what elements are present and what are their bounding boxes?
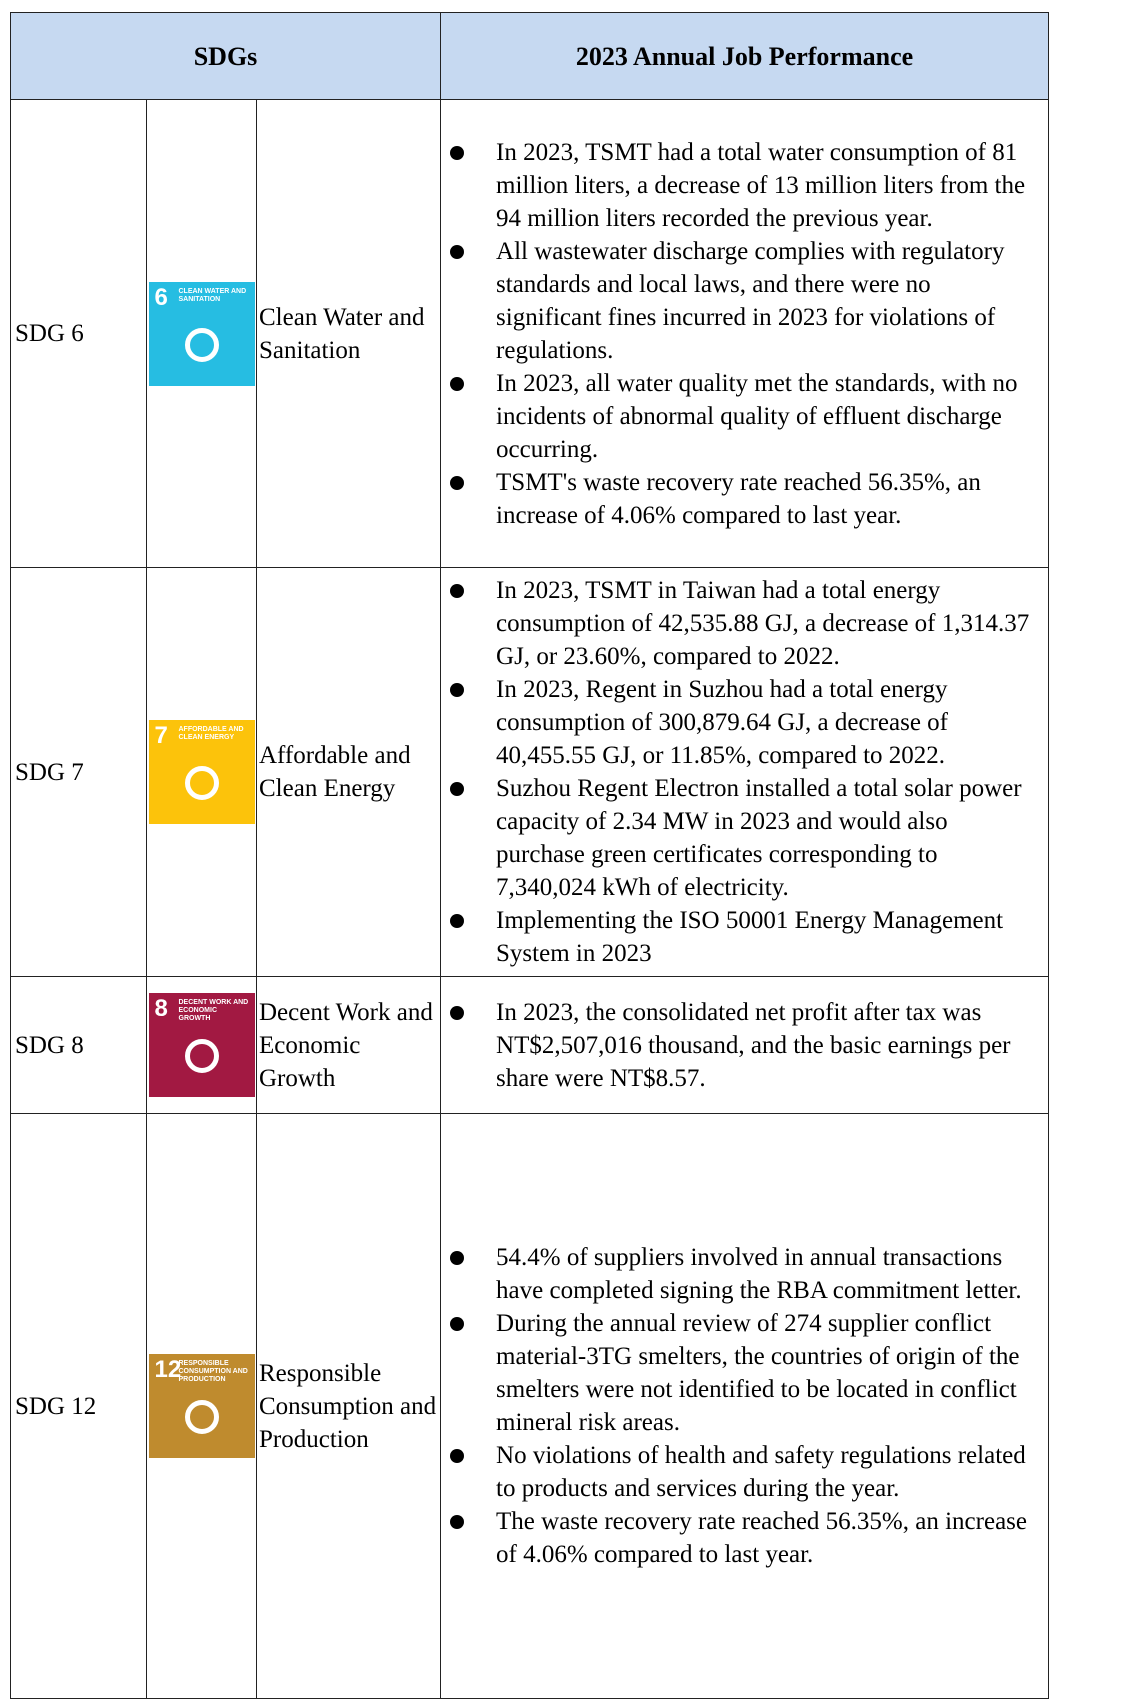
performance-cell: In 2023, TSMT in Taiwan had a total ener… xyxy=(440,567,1050,977)
bullet-item: Implementing the ISO 50001 Energy Manage… xyxy=(450,904,1042,970)
bullet-item: In 2023, TSMT had a total water consumpt… xyxy=(450,136,1042,235)
performance-cell: In 2023, the consolidated net profit aft… xyxy=(440,976,1050,1114)
icon-number: 6 xyxy=(154,283,168,311)
bullet-list: In 2023, TSMT had a total water consumpt… xyxy=(441,130,1048,538)
bullet-item: TSMT's waste recovery rate reached 56.35… xyxy=(450,466,1042,532)
icon-glyph xyxy=(184,327,219,362)
bullet-item: In 2023, the consolidated net profit aft… xyxy=(450,996,1042,1095)
bullet-item: In 2023, all water quality met the stand… xyxy=(450,367,1042,466)
table-row: SDG 6 6 CLEAN WATER AND SANITATION Clean Wa… xyxy=(10,99,1050,568)
bullet-item: In 2023, TSMT in Taiwan had a total ener… xyxy=(450,574,1042,673)
bullet-list: In 2023, TSMT in Taiwan had a total ener… xyxy=(441,568,1048,976)
table-row: SDG 12 12 RESPONSIBLE CONSUMPTION AND PROD… xyxy=(10,1113,1050,1699)
bullet-item: The waste recovery rate reached 56.35%, … xyxy=(450,1505,1042,1571)
icon-glyph xyxy=(184,1400,219,1434)
name-cell: Clean Water and Sanitation xyxy=(255,99,442,568)
sdg-icon: 8 DECENT WORK AND ECONOMIC GROWTH xyxy=(148,993,255,1097)
icon-cell: 12 RESPONSIBLE CONSUMPTION AND PRODUCTION xyxy=(146,1113,257,1699)
header-cell: 2023 Annual Job Performance xyxy=(440,12,1050,100)
icon-cell: 8 DECENT WORK AND ECONOMIC GROWTH xyxy=(146,976,257,1114)
bullet-list: In 2023, the consolidated net profit aft… xyxy=(441,990,1048,1101)
icon-number: 7 xyxy=(154,722,168,749)
header-row: SDGs 2023 Annual Job Performance xyxy=(9,12,1050,100)
icon-label: RESPONSIBLE CONSUMPTION AND PRODUCTION xyxy=(178,1360,248,1383)
table-row: SDG 7 7 AFFORDABLE AND CLEAN ENERGY Afforda… xyxy=(10,567,1050,977)
bullet-item: In 2023, Regent in Suzhou had a total en… xyxy=(450,673,1042,772)
sdg-cell: SDG 7 xyxy=(10,567,147,977)
sdg-icon: 7 AFFORDABLE AND CLEAN ENERGY xyxy=(148,720,255,824)
bullet-item: All wastewater discharge complies with r… xyxy=(450,235,1042,367)
icon-label: CLEAN WATER AND SANITATION xyxy=(178,287,247,303)
bullet-item: During the annual review of 274 supplier… xyxy=(450,1307,1042,1439)
sdg-cell: SDG 6 xyxy=(10,99,147,568)
performance-cell: 54.4% of suppliers involved in annual tr… xyxy=(440,1113,1050,1699)
bullet-item: 54.4% of suppliers involved in annual tr… xyxy=(450,1241,1042,1307)
name-cell: Responsible Consumption and Production xyxy=(255,1113,442,1699)
bullet-item: Suzhou Regent Electron installed a total… xyxy=(450,772,1042,904)
table-row: SDG 8 8 DECENT WORK AND ECONOMIC GROWTH Dec… xyxy=(10,976,1050,1114)
table-body: SDG 6 6 CLEAN WATER AND SANITATION Clean Wa… xyxy=(10,99,1050,1699)
performance-cell: In 2023, TSMT had a total water consumpt… xyxy=(440,99,1050,568)
icon-cell: 7 AFFORDABLE AND CLEAN ENERGY xyxy=(146,567,257,977)
sdg-cell: SDG 8 xyxy=(10,976,147,1114)
sdg-icon: 6 CLEAN WATER AND SANITATION xyxy=(148,281,255,386)
icon-number: 12 xyxy=(154,1356,182,1383)
icon-label: AFFORDABLE AND CLEAN ENERGY xyxy=(178,726,244,741)
bullet-item: No violations of health and safety regul… xyxy=(450,1439,1042,1505)
sdg-icon: 12 RESPONSIBLE CONSUMPTION AND PRODUCTION xyxy=(148,1354,255,1458)
icon-label: DECENT WORK AND ECONOMIC GROWTH xyxy=(178,999,249,1022)
sdg-cell: SDG 12 xyxy=(10,1113,147,1699)
header-cell: SDGs xyxy=(9,12,442,100)
bullet-list: 54.4% of suppliers involved in annual tr… xyxy=(441,1235,1048,1577)
name-cell: Decent Work and Economic Growth xyxy=(255,976,442,1114)
icon-number: 8 xyxy=(154,995,168,1022)
icon-glyph xyxy=(184,766,219,800)
name-cell: Affordable and Clean Energy xyxy=(255,567,442,977)
icon-glyph xyxy=(184,1039,219,1073)
icon-cell: 6 CLEAN WATER AND SANITATION xyxy=(146,99,257,568)
